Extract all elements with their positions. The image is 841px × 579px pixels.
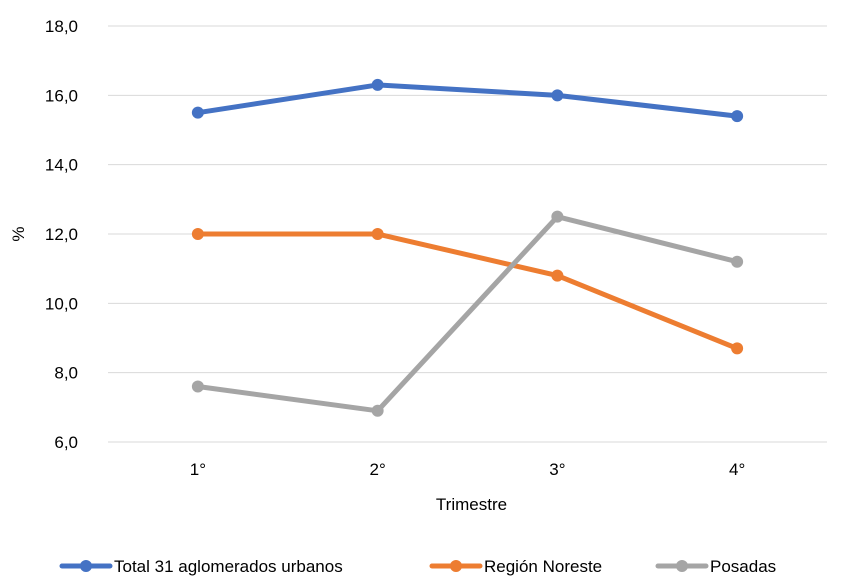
x-axis-title: Trimestre [436, 495, 507, 514]
data-point [371, 228, 384, 240]
legend-item: Total 31 aglomerados urbanos [59, 557, 343, 576]
x-tick-label: 3° [549, 460, 565, 479]
series-line [195, 82, 740, 119]
y-axis-title: % [9, 226, 28, 241]
y-tick-label: 8,0 [54, 364, 78, 383]
data-point [731, 110, 744, 123]
y-tick-label: 6,0 [54, 433, 78, 452]
data-point [191, 228, 204, 240]
y-axis-tick-labels: 6,0 8,0 10,0 12,0 14,0 16,0 18,0 [45, 17, 78, 452]
x-tick-label: 2° [369, 460, 385, 479]
y-tick-label: 14,0 [45, 156, 78, 175]
data-point [731, 255, 744, 268]
legend-swatch-marker [676, 560, 688, 572]
data-point [551, 269, 564, 282]
series-line [195, 214, 740, 414]
data-point [191, 380, 204, 393]
y-tick-label: 12,0 [45, 225, 78, 244]
legend-item: Posadas [655, 557, 776, 576]
data-point [551, 210, 564, 223]
x-tick-label: 1° [190, 460, 206, 479]
x-axis-tick-labels: 1° 2° 3° 4° [190, 460, 746, 479]
legend: Total 31 aglomerados urbanos Región Nores… [59, 557, 776, 576]
series-lines [191, 78, 744, 417]
data-point [371, 404, 384, 417]
series-2 [191, 228, 744, 355]
y-tick-label: 16,0 [45, 86, 78, 105]
legend-swatch-marker [80, 560, 92, 572]
data-point [371, 78, 384, 91]
data-point [191, 106, 204, 119]
x-tick-label: 4° [729, 460, 745, 479]
legend-item: Región Noreste [429, 557, 602, 576]
y-tick-label: 10,0 [45, 294, 78, 313]
series-3 [191, 210, 744, 417]
legend-label: Posadas [710, 557, 776, 576]
data-point [731, 342, 744, 355]
series-line [195, 231, 740, 351]
legend-label: Región Noreste [484, 557, 602, 576]
data-point [551, 89, 564, 102]
legend-swatch-marker [450, 560, 462, 572]
legend-label: Total 31 aglomerados urbanos [114, 557, 343, 576]
y-tick-label: 18,0 [45, 17, 78, 36]
series-1 [191, 78, 744, 123]
